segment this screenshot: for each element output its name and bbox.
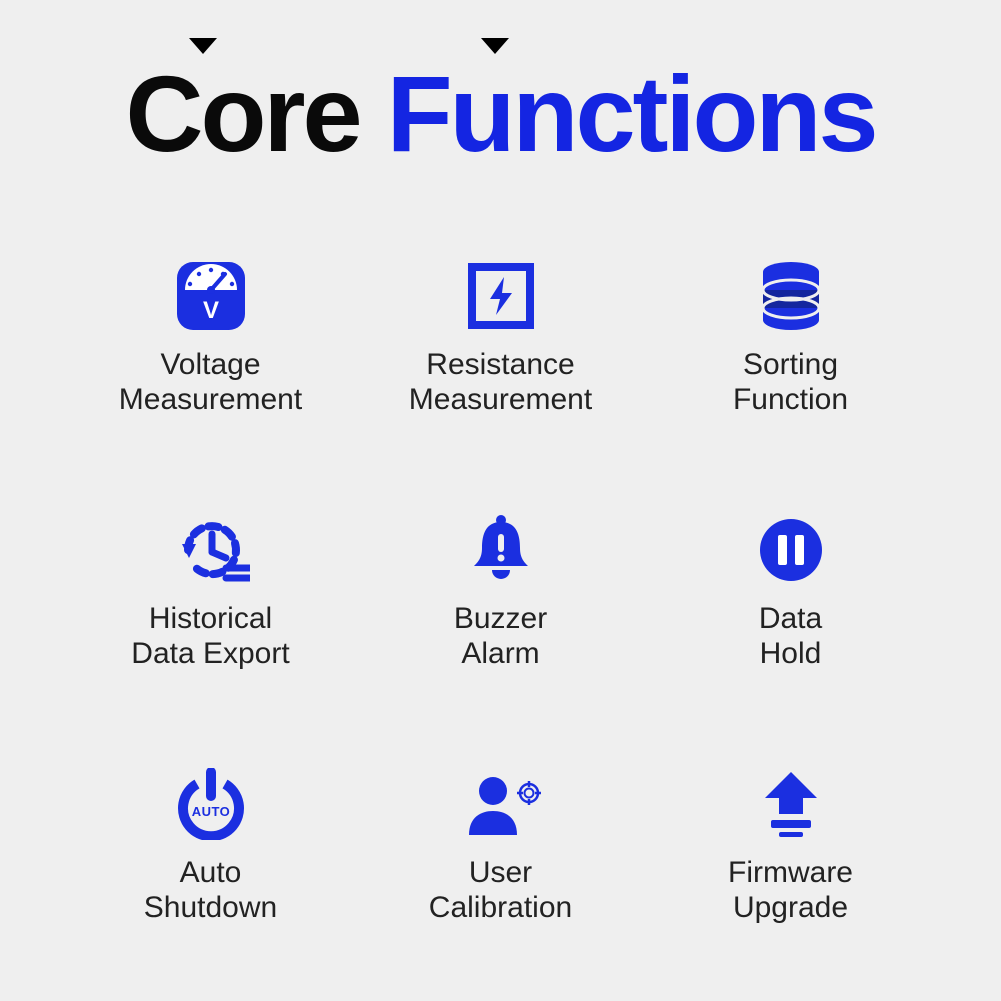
caret-icon (481, 38, 509, 54)
feature-sorting: Sorting Function (651, 258, 931, 417)
title-word-1: Core (125, 53, 359, 174)
feature-voltage: V Voltage Measurement (71, 258, 351, 417)
feature-label: Sorting Function (733, 348, 848, 417)
feature-label: Resistance Measurement (409, 348, 592, 417)
bell-icon (468, 512, 534, 588)
title-word-2: Functions (387, 53, 876, 174)
feature-label: User Calibration (429, 856, 572, 925)
page-title: Core Functions (125, 60, 875, 168)
features-grid: V Voltage Measurement Resistance Measure… (71, 258, 931, 925)
feature-label: Buzzer Alarm (454, 602, 547, 671)
feature-hold: Data Hold (651, 512, 931, 671)
feature-label: Auto Shutdown (144, 856, 277, 925)
feature-label: Historical Data Export (131, 602, 289, 671)
feature-firmware: Firmware Upgrade (651, 766, 931, 925)
caret-icon (189, 38, 217, 54)
user-target-icon (461, 766, 541, 842)
stack-icon (758, 258, 824, 334)
upload-icon (759, 766, 823, 842)
feature-buzzer: Buzzer Alarm (361, 512, 641, 671)
lightning-box-icon (468, 258, 534, 334)
feature-label: Voltage Measurement (119, 348, 302, 417)
feature-label: Firmware Upgrade (728, 856, 853, 925)
page-title-wrap: Core Functions (125, 60, 875, 168)
pause-icon (758, 512, 824, 588)
feature-resistance: Resistance Measurement (361, 258, 641, 417)
feature-shutdown: AUTO Auto Shutdown (71, 766, 351, 925)
history-icon (172, 512, 250, 588)
svg-text:V: V (202, 297, 218, 324)
power-auto-icon: AUTO (175, 766, 247, 842)
voltmeter-icon: V (175, 258, 247, 334)
svg-text:AUTO: AUTO (191, 804, 230, 819)
feature-label: Data Hold (759, 602, 822, 671)
feature-calib: User Calibration (361, 766, 641, 925)
feature-history: Historical Data Export (71, 512, 351, 671)
